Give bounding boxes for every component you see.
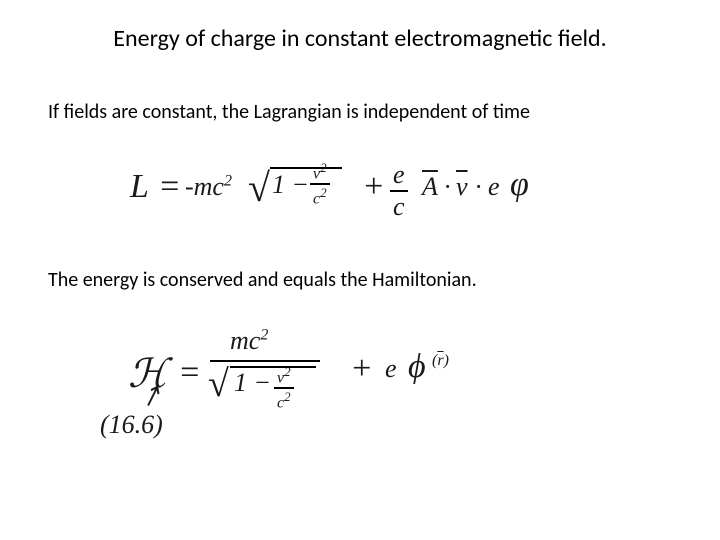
eq2-v-sup: 2 xyxy=(284,364,291,379)
eq1-mc: -mc xyxy=(185,172,224,201)
eq2-sqrt-radical: √ xyxy=(208,362,229,406)
eq2-arg: (r) xyxy=(432,352,449,370)
eq2-c-sup: 2 xyxy=(284,389,291,404)
eq2-equals: = xyxy=(178,354,201,392)
eq1-mc-sup: 2 xyxy=(224,172,232,189)
page-title: Energy of charge in constant electromagn… xyxy=(0,24,720,53)
eq2-phi: ϕ xyxy=(408,348,426,386)
slide: Energy of charge in constant electromagn… xyxy=(0,0,720,540)
equation-lagrangian: L = -mc2 √ 1 − v2 c2 + e c A · v · e φ xyxy=(130,150,600,230)
eq1-vecA: A xyxy=(422,172,438,202)
eq2-sqrt-frac: v2 c2 xyxy=(274,364,294,413)
eq1-v-sup: 2 xyxy=(320,160,327,175)
eq1-lhs: L xyxy=(130,168,149,206)
eq2-annotation-ref: (16.6) xyxy=(100,410,163,440)
eq1-sqrt-radical: √ xyxy=(248,164,270,211)
eq1-frac-e: e xyxy=(390,160,408,190)
eq1-sqrt-vinculum xyxy=(270,167,342,169)
paragraph-1: If fields are constant, the Lagrangian i… xyxy=(48,100,530,124)
eq1-frac-c: c xyxy=(390,190,408,222)
eq1-e: e xyxy=(488,172,500,202)
eq1-sqrt-frac: v2 c2 xyxy=(310,160,330,209)
eq2-e: e xyxy=(385,354,397,384)
eq1-plus1: + xyxy=(362,168,385,206)
paragraph-2: The energy is conserved and equals the H… xyxy=(48,268,477,292)
eq2-paren-close: ) xyxy=(444,352,449,369)
eq2-mc-sup: 2 xyxy=(260,326,268,343)
eq1-e-over-c: e c xyxy=(390,160,408,222)
eq1-term1-coeff: -mc2 xyxy=(185,172,232,202)
eq2-numerator: mc2 xyxy=(230,326,268,356)
eq1-sqrt-lead: 1 − xyxy=(272,170,309,200)
eq1-vecV: v xyxy=(456,172,468,202)
eq1-dot1: · xyxy=(444,172,451,202)
eq1-dot2: · xyxy=(475,172,482,202)
eq1-c-sup: 2 xyxy=(320,185,327,200)
eq2-sqrt-lead: 1 − xyxy=(234,368,271,398)
eq1-phi: φ xyxy=(510,166,529,204)
eq2-mc: mc xyxy=(230,326,260,355)
eq2-plus: + xyxy=(350,350,373,388)
equation-hamiltonian: ℋ = mc2 √ 1 − v2 c2 + e ϕ (r) (16.6) ↗ xyxy=(110,320,530,440)
eq1-equals: = xyxy=(158,168,181,206)
